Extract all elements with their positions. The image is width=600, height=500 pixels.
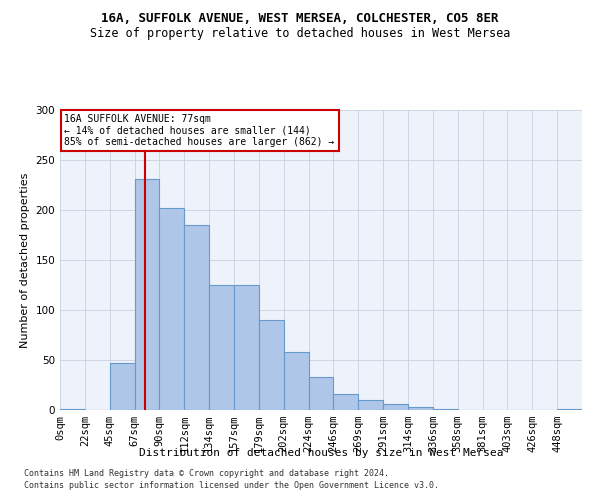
- Text: 16A SUFFOLK AVENUE: 77sqm
← 14% of detached houses are smaller (144)
85% of semi: 16A SUFFOLK AVENUE: 77sqm ← 14% of detac…: [64, 114, 335, 147]
- Bar: [284, 352, 308, 410]
- Bar: [60, 409, 85, 410]
- Y-axis label: Number of detached properties: Number of detached properties: [20, 172, 30, 348]
- Bar: [433, 409, 458, 410]
- Bar: [259, 320, 284, 410]
- Text: Contains public sector information licensed under the Open Government Licence v3: Contains public sector information licen…: [24, 481, 439, 490]
- Bar: [160, 208, 184, 410]
- Bar: [209, 285, 234, 410]
- Bar: [184, 225, 209, 410]
- Bar: [383, 404, 408, 410]
- Bar: [308, 377, 334, 410]
- Bar: [557, 409, 582, 410]
- Bar: [134, 179, 160, 410]
- Text: 16A, SUFFOLK AVENUE, WEST MERSEA, COLCHESTER, CO5 8ER: 16A, SUFFOLK AVENUE, WEST MERSEA, COLCHE…: [101, 12, 499, 26]
- Text: Distribution of detached houses by size in West Mersea: Distribution of detached houses by size …: [139, 448, 503, 458]
- Bar: [234, 285, 259, 410]
- Bar: [334, 394, 358, 410]
- Text: Contains HM Land Registry data © Crown copyright and database right 2024.: Contains HM Land Registry data © Crown c…: [24, 468, 389, 477]
- Bar: [110, 363, 134, 410]
- Text: Size of property relative to detached houses in West Mersea: Size of property relative to detached ho…: [90, 28, 510, 40]
- Bar: [408, 407, 433, 410]
- Bar: [358, 400, 383, 410]
